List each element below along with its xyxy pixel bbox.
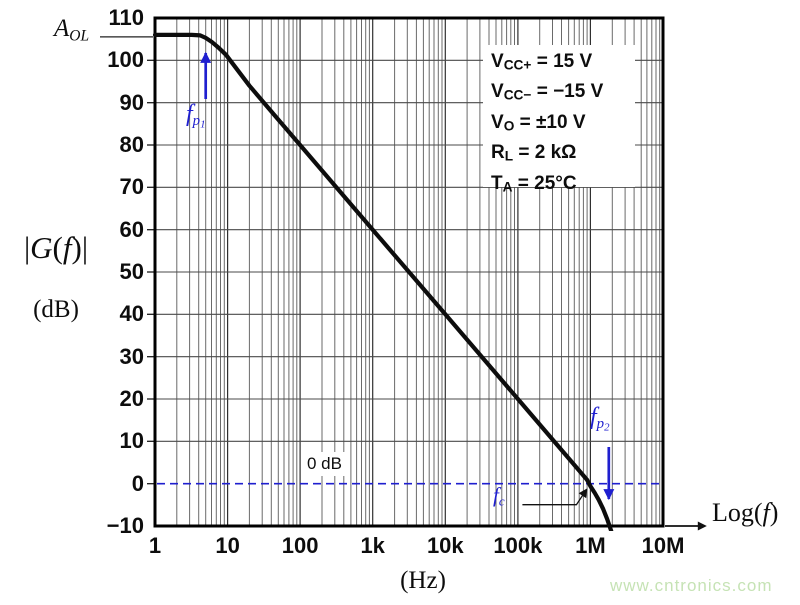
y-tick-label-50: 50 bbox=[119, 259, 144, 284]
zero-db-label: 0 dB bbox=[302, 452, 347, 476]
gain-axis-unit: (dB) bbox=[33, 296, 79, 323]
x-tick-label-1M: 1M bbox=[575, 533, 606, 558]
x-tick-label-1: 1 bbox=[148, 533, 162, 558]
plot-border bbox=[153, 16, 665, 528]
condition-row-4: TA = 25°C bbox=[491, 172, 577, 195]
fc-crossover-label: fc bbox=[493, 483, 505, 509]
y-tick-label-90: 90 bbox=[119, 89, 144, 115]
y-tick-label-30: 30 bbox=[119, 343, 144, 369]
y-tick-label-100: 100 bbox=[107, 47, 144, 73]
x-tick-label-1k: 1k bbox=[360, 533, 385, 558]
condition-row-3: RL = 2 kΩ bbox=[491, 142, 577, 164]
y-tick-label-70: 70 bbox=[119, 174, 144, 200]
gain-axis-title: |G(f)| bbox=[23, 230, 89, 265]
gain-curve bbox=[153, 32, 614, 531]
y-tick-label--10: −10 bbox=[106, 513, 144, 538]
condition-row-1: VCC− = −15 V bbox=[491, 81, 604, 103]
y-tick-label-60: 60 bbox=[119, 216, 144, 242]
x-axis-log-label: Log(f) bbox=[712, 498, 779, 527]
y-tick-label-20: 20 bbox=[119, 386, 144, 411]
x-tick-label-10k: 10k bbox=[426, 533, 464, 558]
x-tick-label-100k: 100k bbox=[493, 533, 543, 558]
y-tick-label-80: 80 bbox=[119, 132, 144, 157]
fp1-pole-label: fp1 bbox=[186, 101, 206, 131]
test-conditions-box: VCC+ = 15 V VCC− = −15 V VO = ±10 V RL = 2 … bbox=[483, 45, 635, 194]
x-axis-unit-label: (Hz) bbox=[400, 567, 446, 594]
condition-row-2: VO = ±10 V bbox=[491, 111, 586, 134]
x-tick-label-10: 10 bbox=[215, 533, 240, 558]
x-tick-label-10M: 10M bbox=[641, 533, 685, 558]
y-tick-label-110: 110 bbox=[108, 5, 145, 30]
aol-label: AOL bbox=[54, 15, 90, 45]
y-tick-label-40: 40 bbox=[119, 301, 144, 327]
y-tick-label-10: 10 bbox=[119, 428, 144, 454]
x-tick-label-100: 100 bbox=[281, 533, 319, 558]
fc-arrow bbox=[522, 488, 588, 506]
y-tick-label-0: 0 bbox=[131, 470, 144, 496]
condition-row-0: VCC+ = 15 V bbox=[491, 51, 593, 73]
fp2-pole-label: fp2 bbox=[590, 404, 610, 434]
watermark: www.cntronics.com bbox=[610, 576, 773, 595]
